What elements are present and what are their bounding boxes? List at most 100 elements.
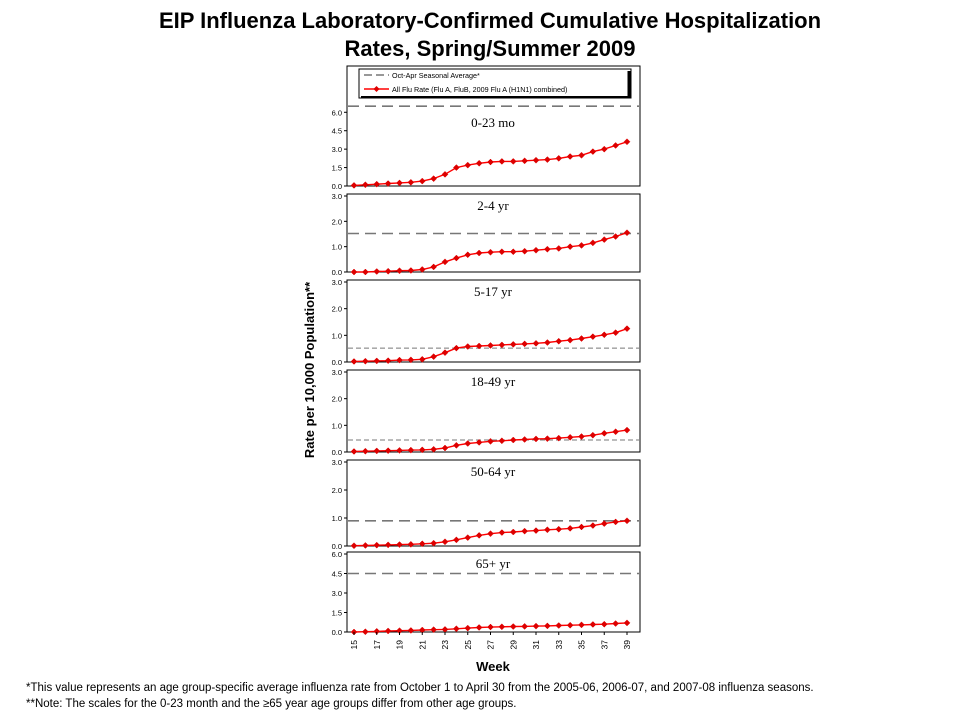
- rate-marker: [498, 623, 506, 631]
- rate-marker: [566, 336, 574, 344]
- rate-marker: [623, 325, 631, 333]
- rate-marker: [612, 428, 619, 436]
- rate-marker: [589, 333, 597, 341]
- rate-marker: [532, 435, 540, 443]
- rate-marker: [407, 356, 415, 364]
- rate-marker: [487, 437, 494, 445]
- rate-marker: [578, 523, 585, 531]
- rate-marker: [544, 156, 551, 163]
- rate-marker: [509, 158, 517, 165]
- rate-marker: [475, 159, 483, 167]
- rate-marker: [509, 248, 517, 256]
- rate-marker: [441, 258, 449, 266]
- x-tick-label: 15: [349, 640, 359, 650]
- rate-marker: [373, 268, 381, 275]
- y-tick-label: 2.0: [332, 486, 342, 495]
- rate-marker: [475, 249, 483, 257]
- rate-marker: [589, 148, 597, 155]
- rate-marker: [441, 349, 449, 357]
- rate-marker: [396, 541, 403, 548]
- rate-marker: [612, 142, 619, 149]
- rate-marker: [384, 180, 392, 187]
- rate-marker: [384, 627, 392, 635]
- x-tick-label: 31: [531, 640, 541, 650]
- x-tick-label: 29: [508, 640, 518, 650]
- y-tick-label: 0.0: [332, 542, 342, 551]
- rate-marker: [578, 621, 585, 629]
- rate-marker: [441, 538, 449, 546]
- panel-label-4: 50-64 yr: [471, 464, 516, 479]
- rate-marker: [555, 525, 563, 533]
- y-tick-label: 6.0: [332, 108, 342, 117]
- rate-marker: [464, 161, 472, 169]
- x-tick-label: 27: [486, 640, 496, 650]
- rate-marker: [532, 527, 540, 534]
- chart-title-line1: EIP Influenza Laboratory-Confirmed Cumul…: [158, 8, 822, 33]
- rate-marker: [362, 181, 369, 189]
- x-axis-title: Week: [476, 659, 510, 674]
- x-tick-label: 19: [395, 640, 405, 650]
- rate-marker: [521, 436, 528, 443]
- rate-marker: [373, 541, 381, 549]
- x-tick-label: 21: [417, 640, 427, 650]
- rate-marker: [453, 344, 460, 352]
- footnote-scale-note: **Note: The scales for the 0-23 month an…: [26, 698, 517, 710]
- rate-marker: [396, 267, 403, 275]
- rate-marker: [418, 266, 426, 273]
- rate-marker: [418, 446, 426, 454]
- rate-marker: [487, 342, 494, 349]
- rate-marker: [453, 536, 460, 544]
- rate-marker: [544, 245, 551, 253]
- rate-marker: [487, 158, 494, 166]
- rate-marker: [373, 357, 381, 365]
- rate-marker: [555, 155, 563, 162]
- rate-marker: [623, 229, 631, 237]
- x-tick-label: 37: [599, 640, 609, 650]
- rate-marker: [555, 245, 563, 252]
- y-tick-label: 6.0: [332, 550, 342, 559]
- legend-box: [358, 68, 632, 99]
- rate-marker: [498, 529, 506, 536]
- rate-marker: [532, 622, 540, 630]
- rate-marker: [475, 624, 483, 631]
- panel-frame-5: [346, 551, 641, 633]
- y-tick-label: 1.0: [332, 331, 342, 340]
- y-axis-title: Rate per 10,000 Population**: [302, 281, 317, 458]
- rate-marker: [464, 624, 472, 632]
- rate-marker: [487, 248, 494, 256]
- rate-marker: [350, 182, 358, 189]
- rate-marker: [407, 178, 415, 186]
- rate-marker: [612, 620, 619, 627]
- panel-frame-3: [346, 369, 641, 453]
- rate-marker: [453, 625, 460, 633]
- rate-marker: [453, 441, 460, 449]
- x-tick-label: 39: [622, 640, 632, 650]
- rate-marker: [418, 355, 426, 363]
- rate-marker: [555, 434, 563, 442]
- chart-area: 0.0 1.5 3.0 4.5 6.0 0-23 mo 0.0 1.0 2.0 3.0 2-4 yr…: [302, 65, 641, 674]
- rate-marker: [475, 439, 483, 446]
- rate-marker: [578, 335, 585, 342]
- rate-marker: [407, 267, 415, 274]
- rate-marker: [487, 530, 494, 538]
- rate-marker: [544, 526, 551, 534]
- x-tick-label: 35: [577, 640, 587, 650]
- rate-marker: [487, 623, 494, 631]
- rate-marker: [464, 534, 472, 541]
- rate-marker: [384, 447, 392, 455]
- legend-series-label: All Flu Rate (Flu A, FluB, 2009 Flu A (H…: [392, 85, 567, 94]
- rate-marker: [566, 621, 574, 629]
- rate-marker: [600, 520, 608, 527]
- rate-marker: [544, 339, 551, 346]
- rate-marker: [509, 341, 517, 348]
- y-tick-label: 3.0: [332, 192, 342, 201]
- rate-marker: [441, 444, 449, 452]
- rate-marker: [396, 447, 403, 454]
- y-tick-label: 2.0: [332, 395, 342, 404]
- rate-marker: [623, 426, 631, 434]
- rate-marker: [532, 246, 540, 254]
- rate-marker: [464, 251, 472, 259]
- rate-marker: [509, 623, 517, 630]
- y-tick-label: 0.0: [332, 268, 342, 277]
- rate-marker: [430, 175, 437, 182]
